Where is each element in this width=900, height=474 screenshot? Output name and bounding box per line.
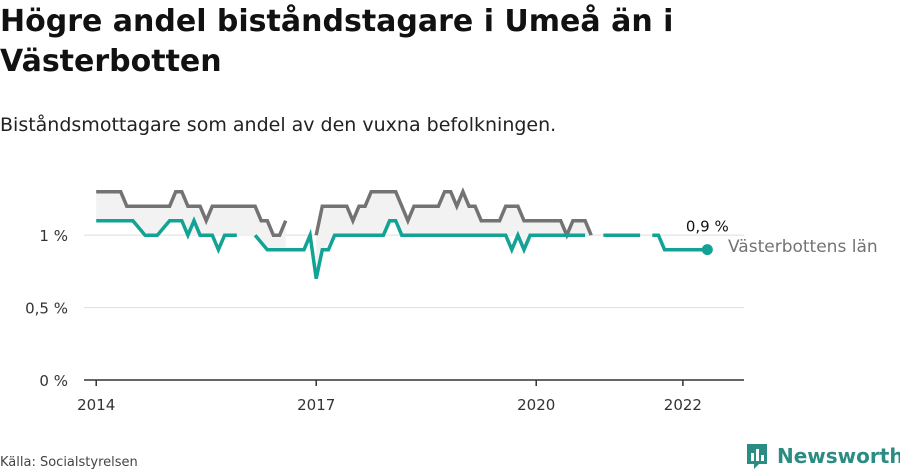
source-note: Källa: Socialstyrelsen	[0, 455, 138, 470]
newsworthy-logo-icon	[747, 444, 767, 469]
y-tick-label: 0,5 %	[25, 300, 68, 318]
series-line-vasterbottens-lan	[96, 189, 288, 237]
series-line-umea	[96, 216, 237, 255]
y-tick-label: 1 %	[39, 227, 68, 245]
newsworthy-logo[interactable]: Newsworthy	[745, 442, 900, 470]
chart-subtitle: Biståndsmottagare som andel av den vuxna…	[0, 114, 557, 136]
series-end-value-label: 0,9 %	[686, 218, 729, 236]
x-tick-label: 2017	[297, 396, 335, 414]
series-label-vasterbottens-lan: Västerbottens län	[728, 237, 878, 257]
series-line-umea	[253, 218, 586, 279]
newsworthy-logo-text: Newsworthy	[777, 444, 900, 468]
x-tick-label: 2022	[664, 396, 702, 414]
x-tick-label: 2020	[517, 396, 555, 414]
x-tick-label: 2014	[77, 396, 115, 414]
series-line-umea	[652, 233, 708, 252]
y-tick-label: 0 %	[39, 372, 68, 390]
chart-title: Högre andel biståndstagare i Umeå än i V…	[0, 4, 674, 79]
series-line-vasterbottens-lan	[314, 187, 593, 240]
series-end-marker	[701, 244, 713, 256]
